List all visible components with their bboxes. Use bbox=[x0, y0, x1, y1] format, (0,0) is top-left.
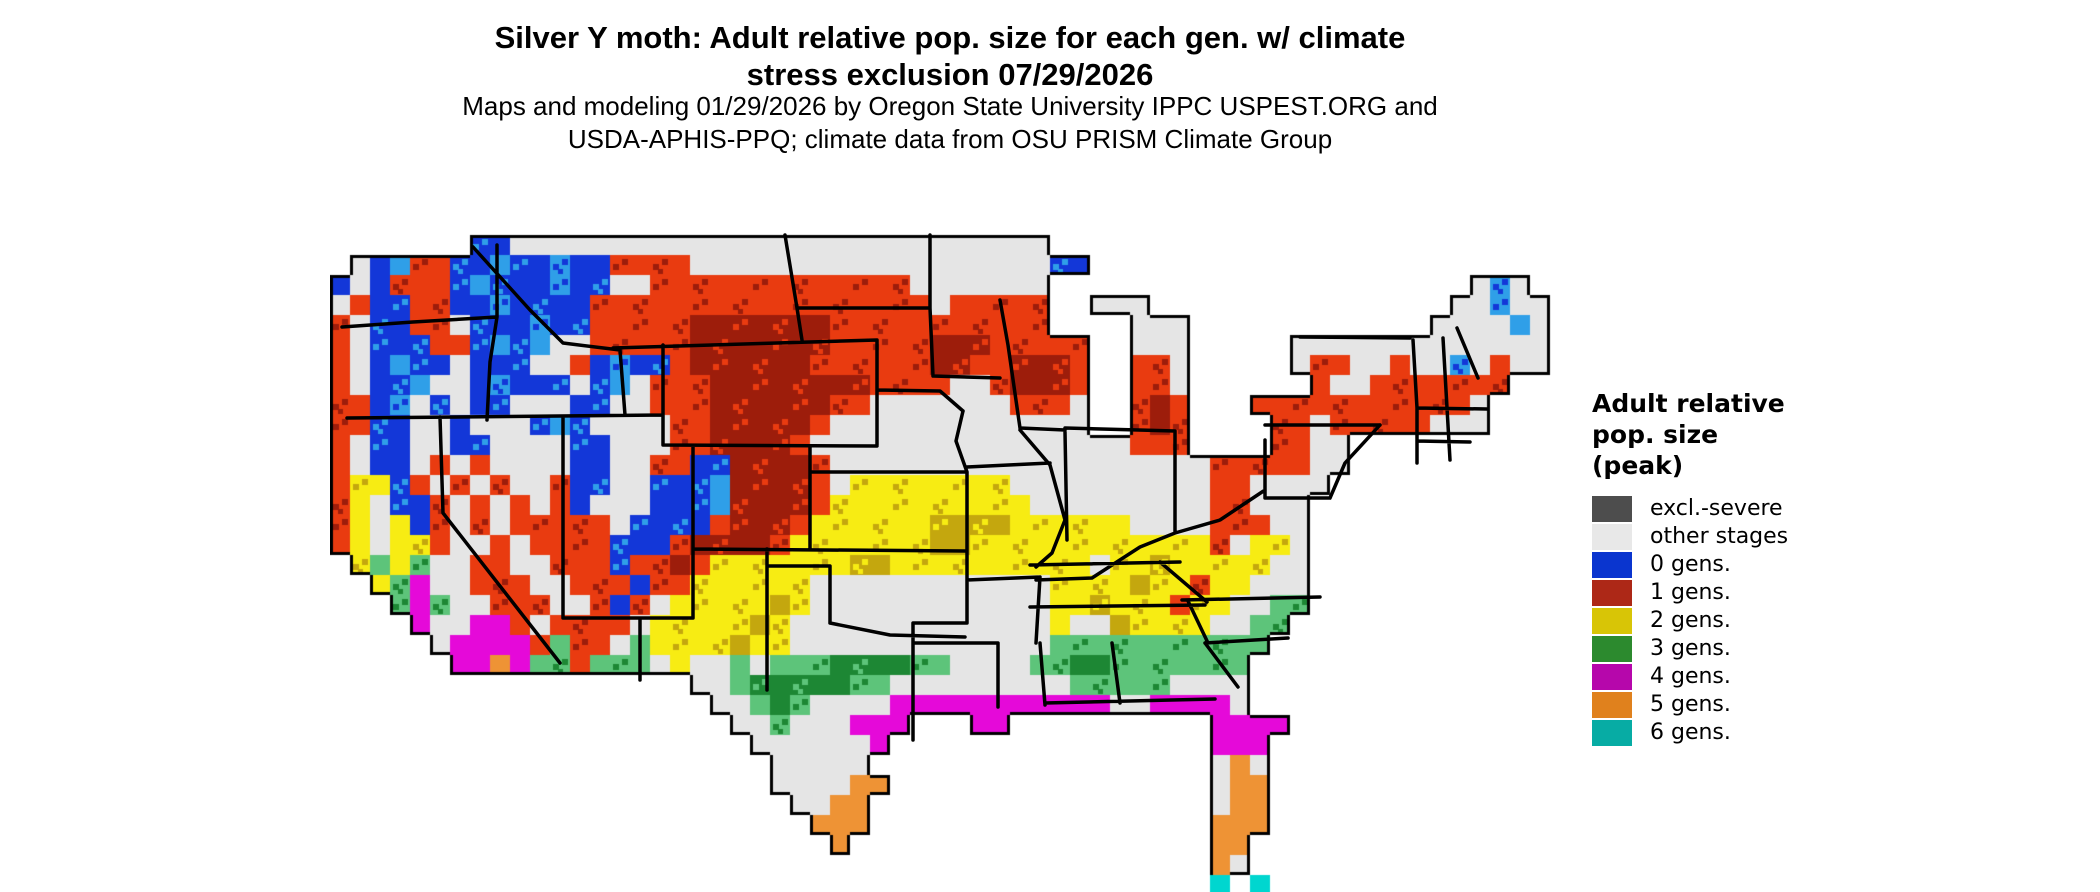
legend-swatch bbox=[1592, 580, 1632, 606]
legend-swatch bbox=[1592, 692, 1632, 718]
legend-label: 6 gens. bbox=[1650, 720, 1731, 745]
legend-label: 0 gens. bbox=[1650, 552, 1731, 577]
legend-swatch bbox=[1592, 720, 1632, 746]
legend-title: Adult relative pop. size (peak) bbox=[1592, 388, 1852, 481]
legend-item: 2 gens. bbox=[1592, 607, 1852, 635]
legend-item: 5 gens. bbox=[1592, 691, 1852, 719]
legend-swatch bbox=[1592, 496, 1632, 522]
legend-label: 2 gens. bbox=[1650, 608, 1731, 633]
map-title-line2: stress exclusion 07/29/2026 bbox=[746, 57, 1154, 92]
legend-label: other stages bbox=[1650, 524, 1789, 549]
legend-items: excl.-severe other stages 0 gens. 1 gens. 2 … bbox=[1592, 495, 1852, 747]
legend-label: 1 gens. bbox=[1650, 580, 1731, 605]
legend-item: 4 gens. bbox=[1592, 663, 1852, 691]
map-raster-canvas bbox=[330, 195, 1570, 892]
legend-label: 5 gens. bbox=[1650, 692, 1731, 717]
map-subtitle-line2: USDA-APHIS-PPQ; climate data from OSU PR… bbox=[567, 124, 1333, 154]
legend-label: 3 gens. bbox=[1650, 636, 1731, 661]
legend-label: 4 gens. bbox=[1650, 664, 1731, 689]
subtitle-block: Maps and modeling 01/29/2026 by Oregon S… bbox=[0, 90, 1900, 156]
legend: Adult relative pop. size (peak) excl.-se… bbox=[1592, 388, 1852, 747]
title-block: Silver Y moth: Adult relative pop. size … bbox=[0, 19, 1900, 93]
legend-swatch bbox=[1592, 552, 1632, 578]
legend-title-line1: Adult relative bbox=[1592, 389, 1785, 418]
us-map bbox=[330, 195, 1570, 892]
legend-title-line3: (peak) bbox=[1592, 451, 1684, 480]
map-title-line1: Silver Y moth: Adult relative pop. size … bbox=[494, 20, 1406, 55]
legend-item: excl.-severe bbox=[1592, 495, 1852, 523]
legend-label: excl.-severe bbox=[1650, 496, 1783, 521]
legend-title-line2: pop. size bbox=[1592, 420, 1719, 449]
legend-item: 0 gens. bbox=[1592, 551, 1852, 579]
legend-item: 1 gens. bbox=[1592, 579, 1852, 607]
legend-swatch bbox=[1592, 608, 1632, 634]
legend-swatch bbox=[1592, 664, 1632, 690]
legend-swatch bbox=[1592, 636, 1632, 662]
map-subtitle-line1: Maps and modeling 01/29/2026 by Oregon S… bbox=[462, 91, 1438, 121]
legend-item: 6 gens. bbox=[1592, 719, 1852, 747]
legend-item: 3 gens. bbox=[1592, 635, 1852, 663]
legend-item: other stages bbox=[1592, 523, 1852, 551]
legend-swatch bbox=[1592, 524, 1632, 550]
